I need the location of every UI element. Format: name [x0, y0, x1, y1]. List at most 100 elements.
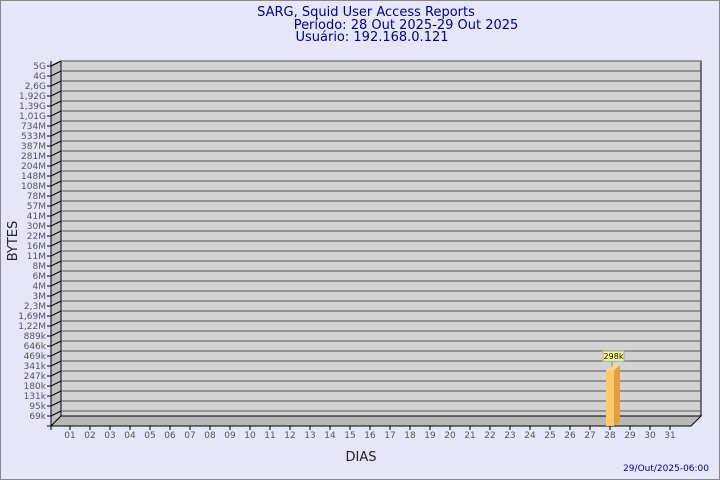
- y-tick-depth: [50, 320, 62, 327]
- y-tick-depth: [50, 400, 62, 407]
- y-tick-depth: [50, 250, 62, 257]
- chart-title: SARG, Squid User Access Reports: [257, 5, 475, 20]
- y-tick-depth: [50, 160, 62, 167]
- back-wall: [60, 60, 702, 417]
- x-tick-label: 16: [364, 431, 376, 441]
- y-tick-label: 78M: [27, 192, 46, 202]
- y-tick-label: 2,6G: [25, 82, 46, 92]
- x-tick-label: 28: [604, 431, 616, 441]
- x-tick-label: 15: [344, 431, 355, 441]
- y-tick-depth: [50, 290, 62, 297]
- y-tick-depth: [50, 360, 62, 367]
- y-tick-depth: [50, 130, 62, 137]
- x-tick-label: 26: [564, 431, 576, 441]
- y-tick-depth: [50, 180, 62, 187]
- y-tick-depth: [50, 110, 62, 117]
- y-tick-label: 341k: [24, 362, 47, 372]
- y-tick-depth: [50, 270, 62, 277]
- y-tick-depth: [50, 190, 62, 197]
- x-tick-label: 30: [644, 431, 656, 441]
- x-tick-label: 17: [384, 431, 395, 441]
- y-tick-depth: [50, 380, 62, 387]
- y-tick-label: 41M: [27, 212, 46, 222]
- y-tick-label: 889k: [24, 332, 47, 342]
- y-tick-depth: [50, 200, 62, 207]
- y-tick-label: 387M: [21, 142, 46, 152]
- y-tick-depth: [50, 220, 62, 227]
- y-tick-label: 69k: [29, 412, 46, 422]
- y-tick-label: 148M: [21, 172, 46, 182]
- x-tick-label: 02: [84, 431, 95, 441]
- x-tick-label: 10: [244, 431, 256, 441]
- y-tick-label: 4G: [33, 72, 46, 82]
- x-tick-label: 07: [184, 431, 195, 441]
- x-tick-label: 08: [204, 431, 216, 441]
- y-tick-depth: [50, 260, 62, 267]
- y-tick-label: 108M: [21, 182, 46, 192]
- x-tick-label: 12: [284, 431, 295, 441]
- bar-top: [606, 365, 620, 371]
- y-tick-depth: [50, 170, 62, 177]
- x-tick-label: 31: [664, 431, 675, 441]
- y-tick-depth: [50, 340, 62, 347]
- y-tick-depth: [50, 210, 62, 217]
- x-tick-label: 11: [264, 431, 275, 441]
- y-tick-label: 1,22M: [18, 322, 46, 332]
- y-tick-label: 95k: [29, 402, 46, 412]
- y-tick-label: 16M: [27, 242, 46, 252]
- chart-period: Período: 28 Out 2025-29 Out 2025: [294, 18, 519, 33]
- y-tick-label: 30M: [27, 222, 46, 232]
- y-tick-label: 4M: [33, 282, 47, 292]
- y-tick-depth: [50, 150, 62, 157]
- x-tick-label: 24: [524, 431, 536, 441]
- y-tick-label: 3M: [33, 292, 47, 302]
- y-tick-depth: [50, 280, 62, 287]
- y-tick-depth: [50, 120, 62, 127]
- y-tick-depth: [50, 410, 62, 417]
- y-tick-label: 1,39G: [19, 102, 46, 112]
- y-tick-depth: [50, 370, 62, 377]
- x-tick-label: 05: [144, 431, 155, 441]
- y-tick-label: 11M: [27, 252, 46, 262]
- x-tick-label: 20: [444, 431, 456, 441]
- y-tick-label: 646k: [24, 342, 47, 352]
- x-tick-label: 23: [504, 431, 515, 441]
- y-tick-depth: [50, 390, 62, 397]
- x-axis-label: DIAS: [346, 450, 377, 465]
- y-tick-depth: [50, 310, 62, 317]
- y-tick-depth: [50, 100, 62, 107]
- y-tick-label: 2,3M: [24, 302, 46, 312]
- y-tick-label: 8M: [33, 262, 47, 272]
- y-tick-depth: [50, 90, 62, 97]
- y-tick-label: 5G: [33, 62, 46, 72]
- x-tick-label: 19: [424, 431, 436, 441]
- y-tick-depth: [50, 140, 62, 147]
- y-tick-label: 469k: [24, 352, 47, 362]
- y-tick-label: 204M: [21, 162, 46, 172]
- chart-user: Usuário: 192.168.0.121: [295, 30, 448, 45]
- y-tick-label: 6M: [33, 272, 47, 282]
- floor: [49, 415, 703, 427]
- x-tick-label: 29: [624, 431, 636, 441]
- y-tick-label: 1,92G: [19, 92, 46, 102]
- y-tick-depth: [50, 350, 62, 357]
- y-tick-label: 22M: [27, 232, 46, 242]
- y-tick-label: 180k: [24, 382, 47, 392]
- x-tick-label: 18: [404, 431, 416, 441]
- x-tick-label: 01: [64, 431, 75, 441]
- y-tick-depth: [50, 70, 62, 77]
- x-tick-label: 04: [124, 431, 136, 441]
- x-tick-label: 14: [324, 431, 336, 441]
- y-axis-label: BYTES: [6, 221, 21, 262]
- x-tick-label: 13: [304, 431, 315, 441]
- x-tick-label: 06: [164, 431, 176, 441]
- y-tick-depth: [50, 230, 62, 237]
- y-tick-depth: [50, 80, 62, 87]
- footer-timestamp: 29/Out/2025-06:00: [623, 464, 709, 474]
- y-tick-depth: [50, 60, 62, 67]
- y-tick-label: 734M: [21, 122, 46, 132]
- x-tick-label: 27: [584, 431, 595, 441]
- data-label-box: [602, 350, 625, 362]
